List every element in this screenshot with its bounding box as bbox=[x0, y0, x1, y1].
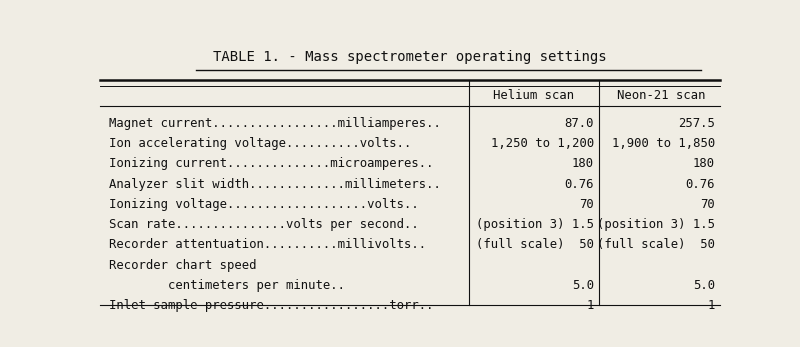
Text: 0.76: 0.76 bbox=[565, 178, 594, 191]
Text: 180: 180 bbox=[693, 157, 715, 170]
Text: 257.5: 257.5 bbox=[678, 117, 715, 130]
Text: 87.0: 87.0 bbox=[565, 117, 594, 130]
Text: 1: 1 bbox=[708, 299, 715, 312]
Text: (full scale)  50: (full scale) 50 bbox=[597, 238, 715, 252]
Text: Ionizing current..............microamperes..: Ionizing current..............microamper… bbox=[110, 157, 434, 170]
Text: Inlet sample pressure.................torr..: Inlet sample pressure.................to… bbox=[110, 299, 434, 312]
Text: Recorder attentuation..........millivolts..: Recorder attentuation..........millivolt… bbox=[110, 238, 426, 252]
Text: Helium scan: Helium scan bbox=[494, 89, 574, 102]
Text: Recorder chart speed: Recorder chart speed bbox=[110, 259, 257, 272]
Text: 70: 70 bbox=[579, 198, 594, 211]
Text: Magnet current.................milliamperes..: Magnet current.................milliampe… bbox=[110, 117, 441, 130]
Text: 5.0: 5.0 bbox=[693, 279, 715, 292]
Text: (position 3) 1.5: (position 3) 1.5 bbox=[476, 218, 594, 231]
Text: Ionizing voltage...................volts..: Ionizing voltage...................volts… bbox=[110, 198, 419, 211]
Text: 1: 1 bbox=[586, 299, 594, 312]
Text: (full scale)  50: (full scale) 50 bbox=[476, 238, 594, 252]
Text: 180: 180 bbox=[572, 157, 594, 170]
Text: 70: 70 bbox=[700, 198, 715, 211]
Text: Ion accelerating voltage..........volts..: Ion accelerating voltage..........volts.… bbox=[110, 137, 412, 150]
Text: 0.76: 0.76 bbox=[686, 178, 715, 191]
Text: centimeters per minute..: centimeters per minute.. bbox=[110, 279, 346, 292]
Text: Neon-21 scan: Neon-21 scan bbox=[617, 89, 706, 102]
Text: Analyzer slit width.............millimeters..: Analyzer slit width.............millimet… bbox=[110, 178, 441, 191]
Text: TABLE 1. - Mass spectrometer operating settings: TABLE 1. - Mass spectrometer operating s… bbox=[213, 50, 607, 64]
Text: Scan rate...............volts per second..: Scan rate...............volts per second… bbox=[110, 218, 419, 231]
Text: 1,900 to 1,850: 1,900 to 1,850 bbox=[612, 137, 715, 150]
Text: 1,250 to 1,200: 1,250 to 1,200 bbox=[491, 137, 594, 150]
Text: 5.0: 5.0 bbox=[572, 279, 594, 292]
Text: (position 3) 1.5: (position 3) 1.5 bbox=[597, 218, 715, 231]
